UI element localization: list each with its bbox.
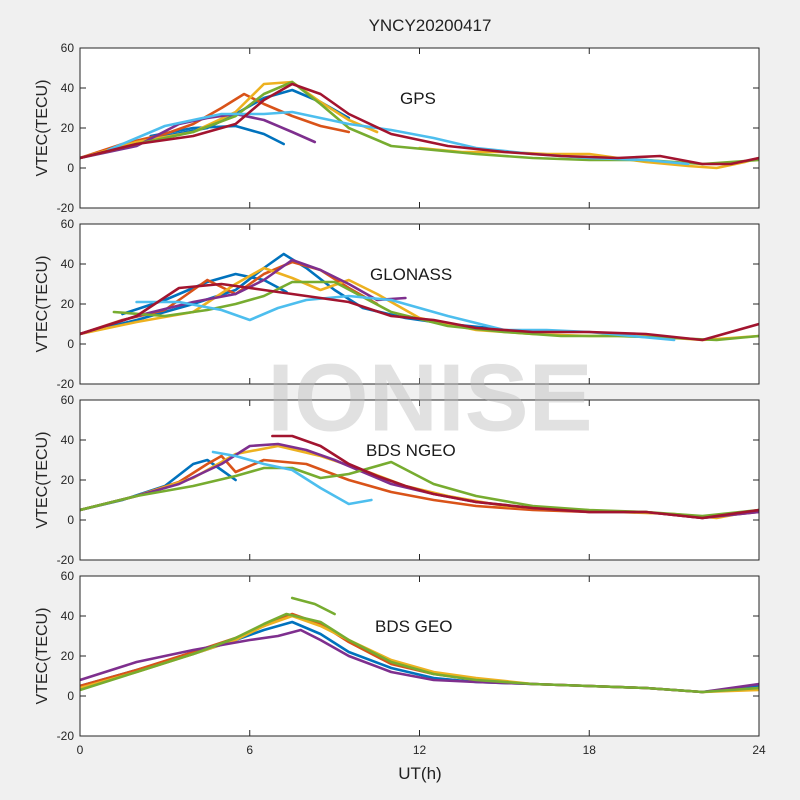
series-group bbox=[80, 80, 759, 170]
panel-label: BDS NGEO bbox=[366, 441, 456, 460]
y-axis-label: VTEC(TECU) bbox=[34, 608, 51, 705]
y-tick-label: -20 bbox=[57, 729, 75, 743]
watermark: IONISE bbox=[267, 344, 592, 451]
plot-area bbox=[80, 400, 759, 560]
y-tick-label: 20 bbox=[61, 473, 75, 487]
series-line-7 bbox=[80, 282, 759, 342]
series-group bbox=[80, 596, 759, 694]
y-tick-label: -20 bbox=[57, 553, 75, 567]
panel-label: GLONASS bbox=[370, 265, 452, 284]
series-line-4 bbox=[80, 258, 407, 336]
y-tick-label: 0 bbox=[67, 689, 74, 703]
x-tick-label: 24 bbox=[752, 743, 766, 757]
series-group bbox=[80, 252, 759, 342]
y-tick-label: 20 bbox=[61, 649, 75, 663]
series-line-3 bbox=[80, 80, 379, 160]
series-line-4 bbox=[80, 612, 759, 694]
y-tick-label: 40 bbox=[61, 433, 75, 447]
y-tick-label: 40 bbox=[61, 609, 75, 623]
subplot-0: -20 0 20 40 60 VTEC(TECU) GPS bbox=[34, 41, 760, 215]
x-tick-label: 0 bbox=[77, 743, 84, 757]
y-tick-label: 0 bbox=[67, 513, 74, 527]
series-line-1 bbox=[149, 124, 285, 146]
y-tick-label: 60 bbox=[61, 41, 75, 55]
series-line-2 bbox=[80, 92, 351, 160]
figure-title: YNCY20200417 bbox=[369, 16, 492, 35]
y-tick-label: 40 bbox=[61, 81, 75, 95]
x-tick-label: 18 bbox=[583, 743, 597, 757]
series-line-6 bbox=[271, 434, 759, 520]
panel-label: GPS bbox=[400, 89, 436, 108]
series-line-8 bbox=[80, 82, 759, 166]
y-axis-label: VTEC(TECU) bbox=[34, 256, 51, 353]
series-line-5 bbox=[290, 596, 336, 616]
y-tick-label: 60 bbox=[61, 217, 75, 231]
y-tick-label: 20 bbox=[61, 297, 75, 311]
y-tick-label: 20 bbox=[61, 121, 75, 135]
y-tick-label: 0 bbox=[67, 337, 74, 351]
y-tick-label: 60 bbox=[61, 393, 75, 407]
series-line-5 bbox=[211, 450, 373, 506]
series-group bbox=[80, 434, 759, 520]
subplot-2: -20 0 20 40 60 VTEC(TECU) BDS NGEO bbox=[34, 393, 760, 567]
subplot-1: -20 0 20 40 60 VTEC(TECU) GLONASS bbox=[34, 217, 760, 391]
x-tick-label: 6 bbox=[246, 743, 253, 757]
y-tick-label: -20 bbox=[57, 201, 75, 215]
y-tick-label: 60 bbox=[61, 569, 75, 583]
y-axis-label: VTEC(TECU) bbox=[34, 432, 51, 529]
panel-label: BDS GEO bbox=[375, 617, 452, 636]
y-tick-label: 0 bbox=[67, 161, 74, 175]
x-axis-label: UT(h) bbox=[398, 764, 441, 783]
x-tick-label: 12 bbox=[413, 743, 427, 757]
y-tick-label: -20 bbox=[57, 377, 75, 391]
plot-area bbox=[80, 576, 759, 736]
y-axis-label: VTEC(TECU) bbox=[34, 80, 51, 177]
y-tick-label: 40 bbox=[61, 257, 75, 271]
